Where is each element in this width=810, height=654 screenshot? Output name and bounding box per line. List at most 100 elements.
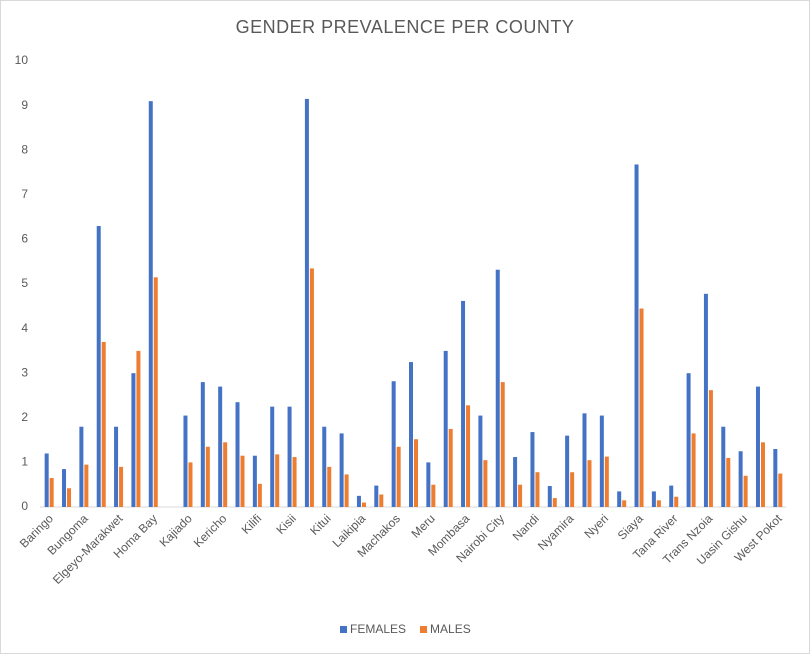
y-tick-label: 4 xyxy=(21,321,28,335)
bar xyxy=(431,484,436,507)
bar xyxy=(755,386,760,507)
bar xyxy=(414,439,418,507)
bar xyxy=(183,415,188,507)
bar xyxy=(223,442,228,507)
bar xyxy=(500,382,505,507)
bar xyxy=(656,500,661,507)
bar xyxy=(252,455,257,507)
bar xyxy=(327,466,332,507)
bar xyxy=(639,308,644,507)
bar xyxy=(518,484,523,507)
bar xyxy=(738,451,743,507)
bar xyxy=(257,483,262,507)
bar xyxy=(651,491,656,507)
bar xyxy=(617,491,622,507)
bar xyxy=(49,478,54,507)
bar xyxy=(235,402,240,507)
y-tick-label: 7 xyxy=(21,187,28,201)
bar xyxy=(205,446,210,507)
bar xyxy=(570,472,575,507)
chart-title: GENDER PREVALENCE PER COUNTY xyxy=(236,17,575,37)
bar xyxy=(634,164,639,508)
bar xyxy=(686,373,691,507)
bar xyxy=(495,269,500,507)
bar xyxy=(44,453,49,507)
y-tick-label: 1 xyxy=(21,455,28,469)
bar xyxy=(275,454,280,507)
bar xyxy=(582,413,587,507)
bar xyxy=(461,300,466,507)
bar xyxy=(552,498,557,507)
bar xyxy=(726,457,731,507)
bar xyxy=(622,500,627,507)
bar xyxy=(136,350,141,507)
y-tick-label: 9 xyxy=(21,98,28,112)
y-tick-label: 3 xyxy=(21,365,28,379)
bar xyxy=(721,426,726,507)
bar xyxy=(778,473,783,507)
bar xyxy=(356,495,361,507)
bar xyxy=(547,486,552,507)
bar xyxy=(344,474,349,507)
bar xyxy=(535,472,540,507)
bar xyxy=(374,485,379,507)
bar xyxy=(396,446,401,507)
bar xyxy=(153,277,158,507)
bar xyxy=(599,415,604,507)
bar xyxy=(426,462,431,507)
bar xyxy=(669,485,674,507)
bar xyxy=(773,449,778,507)
y-tick-label: 5 xyxy=(21,276,28,290)
bar xyxy=(466,405,471,507)
bar xyxy=(443,350,448,507)
bar xyxy=(703,293,708,507)
bar xyxy=(478,415,483,507)
bar xyxy=(708,390,713,507)
bar xyxy=(188,462,193,507)
bar xyxy=(270,406,275,507)
legend-label: MALES xyxy=(430,622,471,636)
bar xyxy=(131,373,136,507)
bar xyxy=(513,457,518,507)
bar xyxy=(448,428,453,507)
bar xyxy=(339,433,344,507)
bar xyxy=(309,268,314,507)
bar xyxy=(101,341,106,507)
bar xyxy=(96,226,101,507)
bar xyxy=(84,464,89,507)
legend-swatch xyxy=(420,626,428,633)
y-tick-label: 10 xyxy=(15,53,29,67)
legend-label: FEMALES xyxy=(350,622,406,636)
bar xyxy=(114,426,119,507)
bar xyxy=(483,460,488,507)
y-tick-label: 6 xyxy=(21,232,28,246)
bar xyxy=(304,98,309,507)
bar xyxy=(119,466,124,507)
bar xyxy=(200,382,205,507)
bar xyxy=(148,101,153,507)
bar xyxy=(530,432,535,507)
bar xyxy=(62,469,67,507)
bar xyxy=(565,435,570,507)
bar xyxy=(322,426,327,507)
bar xyxy=(218,386,223,507)
bar xyxy=(760,442,765,507)
y-tick-label: 0 xyxy=(21,499,28,513)
bar xyxy=(391,381,396,507)
bar xyxy=(67,488,72,507)
bar xyxy=(691,433,696,507)
bar xyxy=(79,426,84,507)
y-tick-label: 2 xyxy=(21,410,28,424)
bar xyxy=(287,406,292,507)
bar xyxy=(587,460,592,507)
bar xyxy=(240,455,245,507)
legend-swatch xyxy=(340,626,347,633)
bar xyxy=(604,456,609,507)
bar xyxy=(292,457,297,507)
bar xyxy=(674,496,679,507)
bar xyxy=(361,502,366,507)
bar xyxy=(743,475,748,507)
bar xyxy=(379,494,384,507)
y-tick-label: 8 xyxy=(21,142,28,156)
